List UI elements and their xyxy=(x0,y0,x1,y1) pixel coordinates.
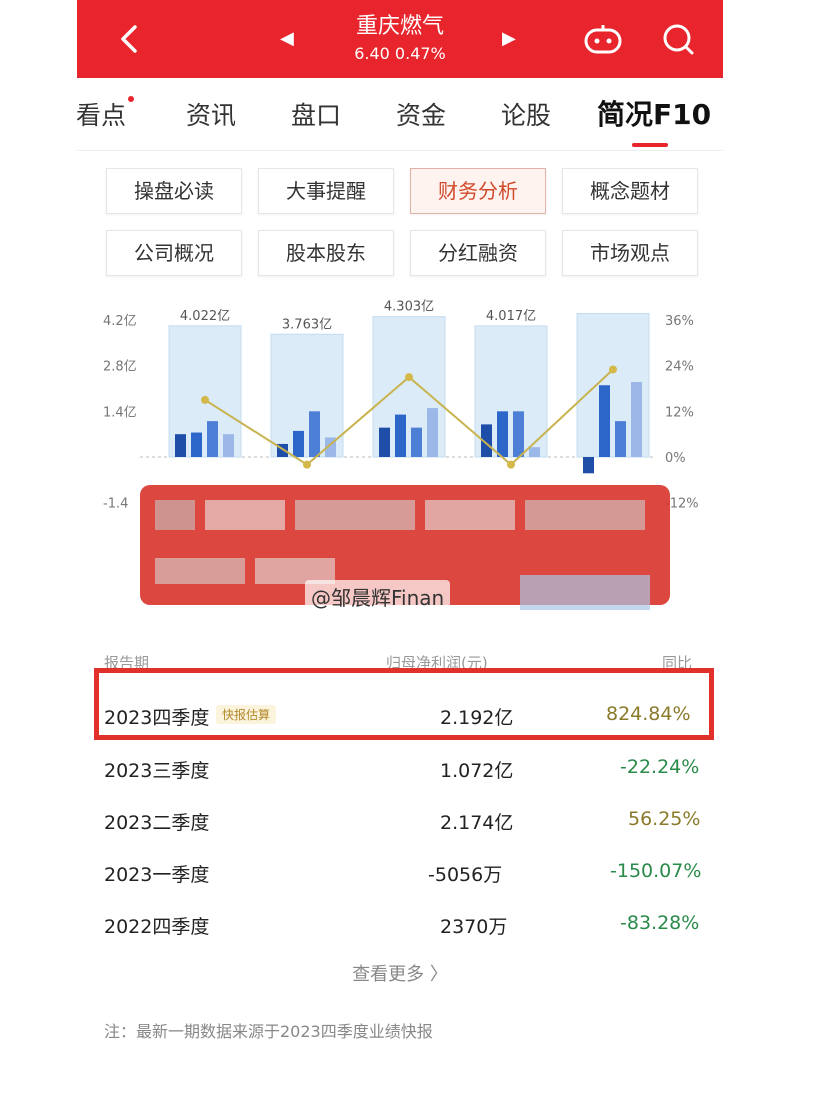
btn-major-events[interactable]: 大事提醒 xyxy=(258,168,394,214)
col-header-period: 报告期 xyxy=(104,654,150,672)
growth-point xyxy=(609,365,617,374)
row-yoy: -83.28% xyxy=(620,912,700,934)
view-more-link[interactable]: 查看更多 〉 xyxy=(352,964,448,985)
total-bar xyxy=(270,333,344,458)
growth-point xyxy=(303,460,311,469)
watermark: @邹晨辉Finan xyxy=(305,580,451,613)
next-stock-icon[interactable]: ▶ xyxy=(502,28,516,49)
search-icon[interactable] xyxy=(659,20,697,58)
row-profit: 2370万 xyxy=(440,916,508,938)
back-icon[interactable] xyxy=(113,22,147,56)
series-bar xyxy=(309,411,320,457)
y-right-tick: 36% xyxy=(665,314,694,329)
tab-forum[interactable]: 论股 xyxy=(501,101,552,130)
btn-financial-analysis[interactable]: 财务分析 xyxy=(410,168,546,214)
bar-label: 3.763亿 xyxy=(282,317,332,332)
robot-assistant-icon[interactable] xyxy=(583,22,623,56)
row-period: 2023三季度 xyxy=(104,760,210,782)
y-right-tick: 24% xyxy=(665,360,694,375)
series-bar xyxy=(175,434,186,457)
y-left-tick: 2.8亿 xyxy=(103,360,137,375)
col-header-profit: 归母净利润(元) xyxy=(386,654,488,672)
highlight-box xyxy=(94,668,714,740)
row-yoy: -150.07% xyxy=(610,860,702,882)
y-left-tick: -1.4 xyxy=(103,497,128,512)
bar-label: 4.017亿 xyxy=(486,309,536,324)
series-bar xyxy=(529,447,540,457)
btn-trading-guide[interactable]: 操盘必读 xyxy=(106,168,242,214)
active-tab-indicator xyxy=(632,143,668,147)
row-period: 2022四季度 xyxy=(104,916,210,938)
series-bar xyxy=(293,430,304,457)
series-bar xyxy=(395,414,406,457)
redaction-overlay xyxy=(140,485,670,610)
btn-concepts[interactable]: 概念题材 xyxy=(562,168,698,214)
btn-dividends[interactable]: 分红融资 xyxy=(410,230,546,276)
stock-price: 6.40 0.47% xyxy=(354,44,446,63)
tab-unread-dot xyxy=(128,96,134,102)
stock-name: 重庆燃气 xyxy=(355,14,444,39)
tab-funds[interactable]: 资金 xyxy=(396,101,447,130)
series-bar xyxy=(379,427,390,457)
y-right-tick: 0% xyxy=(665,451,686,466)
row-yoy: -22.24% xyxy=(620,756,700,778)
estimate-badge: 快报估算 xyxy=(216,705,277,724)
series-bar xyxy=(207,421,218,457)
row-period: 2023一季度 xyxy=(104,864,210,886)
growth-point xyxy=(201,395,209,404)
growth-point xyxy=(507,460,515,469)
series-bar xyxy=(513,411,524,457)
series-bar xyxy=(615,421,626,457)
bar-label: 4.303亿 xyxy=(384,300,434,315)
y-right-tick: 12% xyxy=(665,405,694,420)
y-right-tick: -12% xyxy=(665,497,699,512)
footnote: 注：最新一期数据来源于2023四季度业绩快报 xyxy=(104,1022,433,1041)
row-yoy: 56.25% xyxy=(628,808,701,830)
row-profit: 2.192亿 xyxy=(440,707,514,729)
btn-market-views[interactable]: 市场观点 xyxy=(562,230,698,276)
row-profit: 2.174亿 xyxy=(440,812,514,834)
tab-f10[interactable]: 简况F10 xyxy=(597,98,712,131)
series-bar xyxy=(325,437,336,457)
prev-stock-icon[interactable]: ◀ xyxy=(280,28,294,49)
series-bar xyxy=(599,385,610,457)
growth-point xyxy=(405,373,413,382)
series-bar xyxy=(223,434,234,457)
divider xyxy=(77,150,723,151)
row-profit: -5056万 xyxy=(428,864,503,886)
tab-news[interactable]: 资讯 xyxy=(186,101,237,130)
btn-company-profile[interactable]: 公司概况 xyxy=(106,230,242,276)
series-bar xyxy=(631,381,642,457)
col-header-yoy: 同比 xyxy=(662,654,693,672)
series-bar xyxy=(427,408,438,457)
y-left-tick: 4.2亿 xyxy=(103,314,137,329)
series-bar xyxy=(481,424,492,457)
row-period: 2023四季度 xyxy=(104,707,210,729)
row-period: 2023二季度 xyxy=(104,812,210,834)
series-bar xyxy=(411,427,422,457)
app-header: ◀ 重庆燃气 6.40 0.47% ▶ xyxy=(77,0,723,78)
series-bar xyxy=(191,432,202,457)
y-left-tick: 1.4亿 xyxy=(103,405,137,420)
row-yoy: 824.84% xyxy=(606,703,691,725)
row-profit: 1.072亿 xyxy=(440,760,514,782)
series-bar xyxy=(277,443,288,457)
bar-label: 4.022亿 xyxy=(180,309,230,324)
tab-quotes[interactable]: 盘口 xyxy=(291,101,342,130)
tab-highlights[interactable]: 看点 xyxy=(76,101,127,130)
financial-chart: 4.2亿 2.8亿 1.4亿 -1.4 36% 24% 12% 0% -12% 4.022亿 3.7… xyxy=(103,300,699,610)
series-bar xyxy=(497,411,508,457)
btn-shareholders[interactable]: 股本股东 xyxy=(258,230,394,276)
series-bar xyxy=(583,457,594,474)
